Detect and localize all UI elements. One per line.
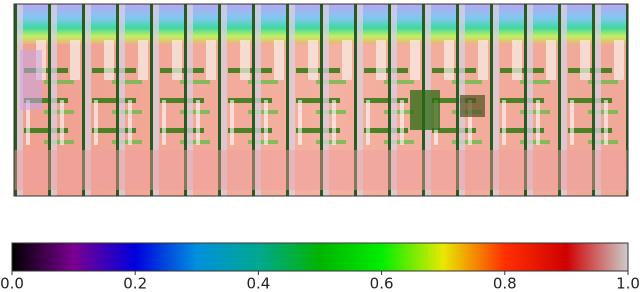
heatmap-bottom-band [14, 150, 628, 190]
heatmap-block [460, 95, 485, 117]
x-tick-label: 0.8 [493, 275, 517, 292]
x-tick-label: 0.0 [0, 275, 24, 292]
colorbar-frame [11, 242, 629, 272]
colorbar [12, 243, 628, 271]
heatmap-block [20, 50, 42, 110]
x-tick-label: 1.0 [616, 275, 640, 292]
x-tick-label: 0.4 [246, 275, 270, 292]
x-tick-label: 0.6 [370, 275, 394, 292]
x-tick-label: 0.2 [123, 275, 147, 292]
heatmap [13, 3, 629, 197]
heatmap-frame [13, 3, 629, 197]
heatmap-columns [14, 4, 628, 196]
heatmap-block [410, 90, 440, 130]
